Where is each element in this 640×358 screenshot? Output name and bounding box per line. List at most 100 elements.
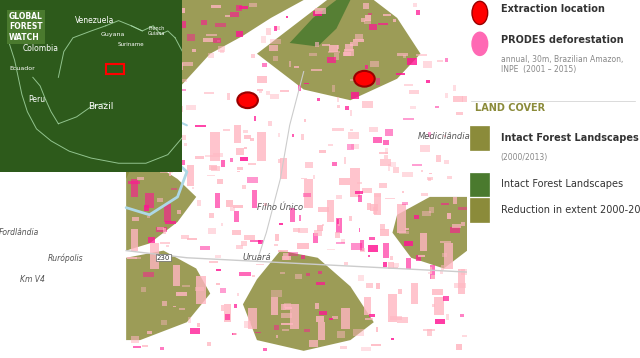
Bar (207, 342, 211, 345)
Bar (131, 336, 140, 343)
Bar (270, 95, 278, 99)
Bar (428, 132, 431, 137)
Bar (372, 137, 381, 143)
Bar (444, 135, 446, 137)
Bar (369, 237, 374, 240)
Bar (225, 314, 230, 320)
Bar (281, 313, 292, 318)
Bar (172, 145, 180, 147)
Bar (152, 116, 161, 122)
Bar (460, 314, 464, 317)
Bar (360, 240, 364, 251)
Text: Medicilândia: Medicilândia (417, 131, 470, 141)
Bar (442, 253, 447, 257)
Bar (443, 296, 449, 301)
Circle shape (472, 32, 488, 55)
Bar (227, 93, 230, 100)
Polygon shape (126, 0, 304, 179)
Bar (252, 190, 257, 208)
Bar (332, 85, 335, 92)
Bar (216, 283, 220, 285)
Bar (452, 85, 456, 91)
Bar (454, 283, 466, 288)
Bar (404, 84, 413, 86)
Bar (378, 23, 388, 25)
Bar (248, 308, 257, 329)
Bar (341, 240, 345, 242)
Bar (271, 297, 278, 315)
Bar (430, 265, 435, 279)
Polygon shape (243, 251, 374, 351)
Bar (326, 57, 336, 63)
Bar (233, 205, 243, 208)
Bar (385, 148, 388, 154)
Bar (322, 223, 324, 226)
Bar (140, 145, 148, 150)
Polygon shape (126, 251, 210, 340)
Bar (268, 121, 272, 126)
Bar (337, 195, 342, 199)
Bar (237, 293, 239, 296)
Bar (422, 211, 431, 216)
Bar (445, 93, 449, 98)
Bar (158, 124, 161, 127)
Bar (470, 198, 490, 222)
Bar (266, 91, 270, 95)
Bar (292, 134, 294, 137)
Bar (132, 346, 141, 348)
Bar (344, 44, 353, 52)
Bar (456, 344, 463, 350)
Bar (289, 61, 291, 67)
Bar (274, 325, 280, 330)
Bar (274, 244, 278, 246)
Bar (437, 60, 443, 62)
Bar (380, 224, 385, 230)
Text: Intact Forest Landscapes: Intact Forest Landscapes (500, 133, 639, 143)
Bar (328, 52, 340, 53)
Text: French
Guiana: French Guiana (148, 25, 166, 36)
Bar (334, 53, 339, 60)
Bar (435, 319, 445, 324)
Bar (397, 317, 408, 323)
Bar (253, 116, 256, 121)
Bar (383, 14, 391, 16)
Bar (441, 203, 449, 205)
Polygon shape (126, 143, 196, 251)
Bar (393, 19, 396, 21)
Circle shape (472, 1, 488, 24)
Bar (210, 132, 220, 161)
Bar (383, 243, 388, 258)
Bar (423, 61, 432, 68)
Bar (159, 100, 170, 136)
Circle shape (354, 71, 374, 87)
Bar (276, 335, 278, 338)
Bar (341, 308, 351, 329)
Bar (440, 271, 443, 274)
Bar (309, 340, 318, 347)
Bar (244, 135, 251, 139)
Bar (174, 147, 179, 150)
Bar (232, 333, 236, 335)
Bar (368, 245, 378, 252)
Bar (330, 45, 338, 52)
Bar (397, 53, 408, 56)
Bar (447, 176, 452, 179)
Bar (319, 311, 327, 315)
Text: Ecuador: Ecuador (9, 66, 35, 71)
Bar (393, 263, 399, 267)
Bar (195, 156, 204, 159)
Bar (285, 307, 292, 309)
Bar (374, 193, 381, 215)
Bar (180, 234, 189, 240)
Bar (220, 288, 227, 292)
Bar (221, 160, 225, 167)
Bar (337, 105, 340, 108)
Bar (369, 126, 378, 132)
Bar (335, 232, 340, 238)
Bar (252, 275, 255, 277)
Bar (200, 246, 211, 250)
Bar (191, 49, 196, 53)
Bar (290, 304, 299, 329)
Bar (315, 42, 319, 47)
Bar (132, 217, 139, 221)
